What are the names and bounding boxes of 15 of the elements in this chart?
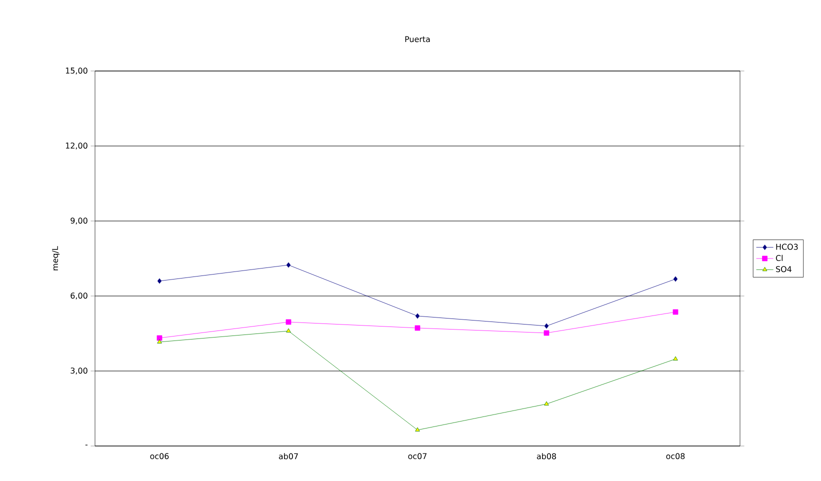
point	[415, 313, 420, 319]
point	[157, 339, 162, 344]
point	[673, 276, 678, 282]
point	[286, 328, 291, 332]
point	[156, 335, 162, 341]
point	[544, 401, 549, 406]
point	[414, 325, 420, 331]
point	[672, 309, 678, 315]
point	[415, 427, 420, 432]
point	[544, 330, 550, 336]
point	[544, 323, 549, 329]
point	[673, 356, 678, 360]
point	[286, 319, 292, 325]
point	[157, 278, 162, 284]
point	[286, 262, 291, 268]
